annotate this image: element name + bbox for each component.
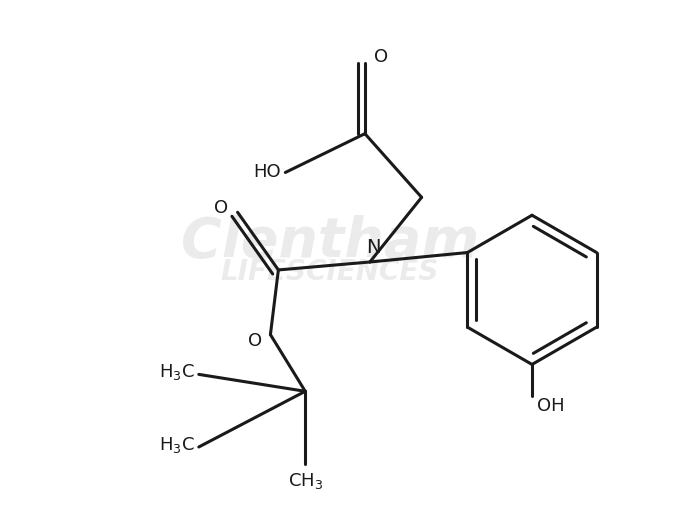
- Text: O: O: [374, 48, 388, 66]
- Text: CH$_3$: CH$_3$: [287, 471, 323, 491]
- Text: O: O: [248, 332, 262, 349]
- Text: HO: HO: [254, 163, 281, 181]
- Text: LIFESCIENCES: LIFESCIENCES: [221, 258, 439, 286]
- Text: H$_3$C: H$_3$C: [159, 362, 195, 382]
- Text: H$_3$C: H$_3$C: [159, 435, 195, 455]
- Text: Clentham: Clentham: [181, 215, 480, 269]
- Text: N: N: [367, 238, 381, 256]
- Text: O: O: [214, 199, 228, 217]
- Text: OH: OH: [537, 397, 564, 415]
